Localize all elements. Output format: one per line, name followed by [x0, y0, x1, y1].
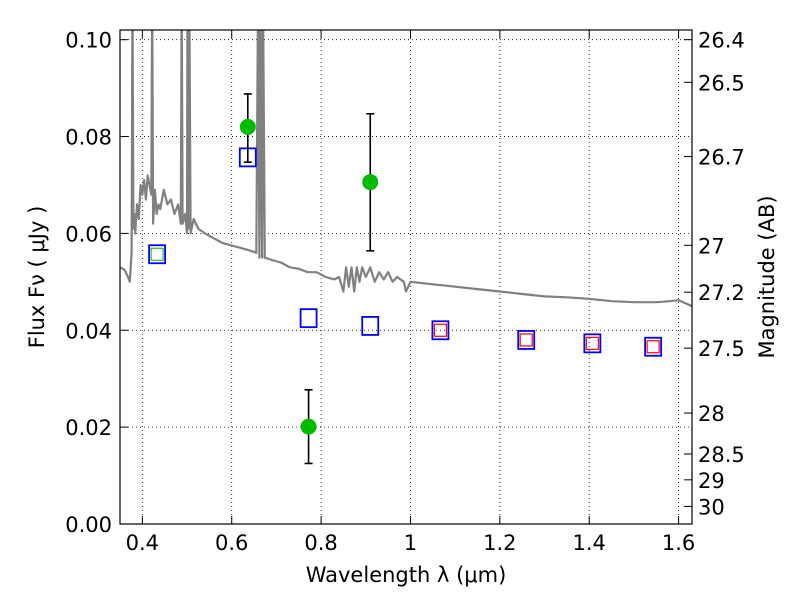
y2-tick-label: 27.5 — [698, 337, 745, 361]
model-photometry-box — [644, 336, 663, 357]
x-tick-label: 0.4 — [126, 531, 159, 555]
y2-tick-label: 26.5 — [698, 71, 745, 95]
y-tick-label: 0.04 — [65, 319, 112, 343]
model-spectrum-line — [120, 30, 692, 308]
marks-layer — [148, 93, 663, 465]
observed-flux-point — [362, 174, 379, 191]
y2-tick-label: 29 — [698, 469, 725, 493]
x-tick-label: 0.6 — [215, 531, 248, 555]
y2-tick-label: 30 — [698, 495, 725, 519]
y-tick-label: 0.10 — [65, 29, 112, 53]
y-tick-label: 0.00 — [65, 513, 112, 537]
x-tick-label: 1.4 — [573, 531, 606, 555]
x-tick-label: 0.8 — [304, 531, 337, 555]
x-tick-label: 1.2 — [483, 531, 516, 555]
y-axis-title: Flux Fν ( μJy ) — [25, 206, 49, 349]
y2-tick-label: 26.4 — [698, 29, 745, 53]
model-photometry-box — [361, 316, 380, 336]
model-photometry-inner-box — [150, 247, 164, 261]
y2-tick-label: 28 — [698, 402, 725, 426]
y-tick-label: 0.02 — [65, 416, 112, 440]
plot-frame — [119, 29, 693, 525]
x-tick-label: 1.6 — [662, 531, 695, 555]
y2-tick-label: 28.5 — [698, 443, 745, 467]
model-photometry-inner-box — [646, 340, 660, 354]
y2-axis-title: Magnitude (AB) — [755, 195, 779, 358]
model-photometry-box — [517, 330, 536, 350]
x-axis-title: Wavelength λ (μm) — [306, 563, 507, 587]
y2-tick-label: 26.7 — [698, 146, 745, 170]
y2-tick-label: 27 — [698, 234, 725, 258]
model-photometry-box — [299, 308, 318, 329]
model-photometry-box — [583, 333, 602, 354]
model-photometry-box — [148, 244, 166, 265]
axes-layer: 0.4 0.6 0.8 1 1.2 1.4 1.6 0.00 0.02 0.04 0.06 0.08 0… — [65, 29, 745, 555]
model-photometry-inner-box — [433, 323, 448, 337]
model-photometry-inner-box — [519, 333, 533, 347]
x-tick-label: 1 — [404, 531, 417, 555]
model-photometry-inner-box — [585, 336, 599, 350]
observed-flux-point — [239, 118, 256, 135]
y2-tick-label: 27.2 — [698, 281, 745, 305]
spectrum-layer — [120, 30, 692, 308]
y-tick-label: 0.08 — [65, 126, 112, 150]
observed-flux-point — [300, 418, 317, 435]
y-tick-label: 0.06 — [65, 222, 112, 246]
model-photometry-box — [431, 320, 450, 341]
grid-layer — [120, 30, 692, 525]
